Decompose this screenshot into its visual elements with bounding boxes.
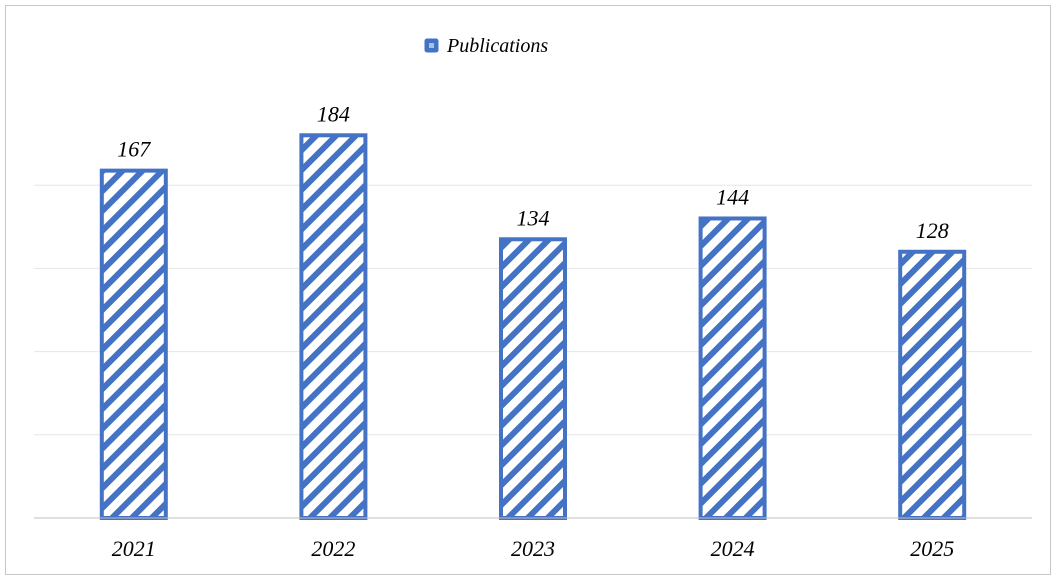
chart-frame: 2021 2022 2023 2024 2025 167 184 134 144 128 Pub… <box>5 5 1051 575</box>
bar-chart: 2021 2022 2023 2024 2025 167 184 134 144 128 Pub… <box>34 35 1032 561</box>
data-label-2025: 128 <box>916 218 949 243</box>
bar-2023 <box>499 237 567 520</box>
legend: Publications <box>424 35 548 57</box>
x-tick-label-2022: 2022 <box>311 536 355 561</box>
data-label-2024: 144 <box>716 184 749 209</box>
legend-label-publications: Publications <box>446 35 548 57</box>
x-tick-label-2025: 2025 <box>910 536 954 561</box>
x-tick-label-2024: 2024 <box>711 536 755 561</box>
bar-2022 <box>299 133 368 520</box>
bars <box>99 133 967 520</box>
data-label-2021: 167 <box>117 137 151 162</box>
data-label-2023: 134 <box>517 205 550 230</box>
legend-swatch-inner-icon <box>429 43 434 48</box>
x-axis-tick-labels: 2021 2022 2023 2024 2025 <box>112 536 954 561</box>
bar-2025 <box>898 249 967 520</box>
x-tick-label-2021: 2021 <box>112 536 156 561</box>
data-label-2022: 184 <box>317 101 350 126</box>
x-tick-label-2023: 2023 <box>511 536 555 561</box>
data-labels: 167 184 134 144 128 <box>117 101 948 242</box>
bar-2024 <box>698 216 767 520</box>
bar-2021 <box>99 168 168 520</box>
